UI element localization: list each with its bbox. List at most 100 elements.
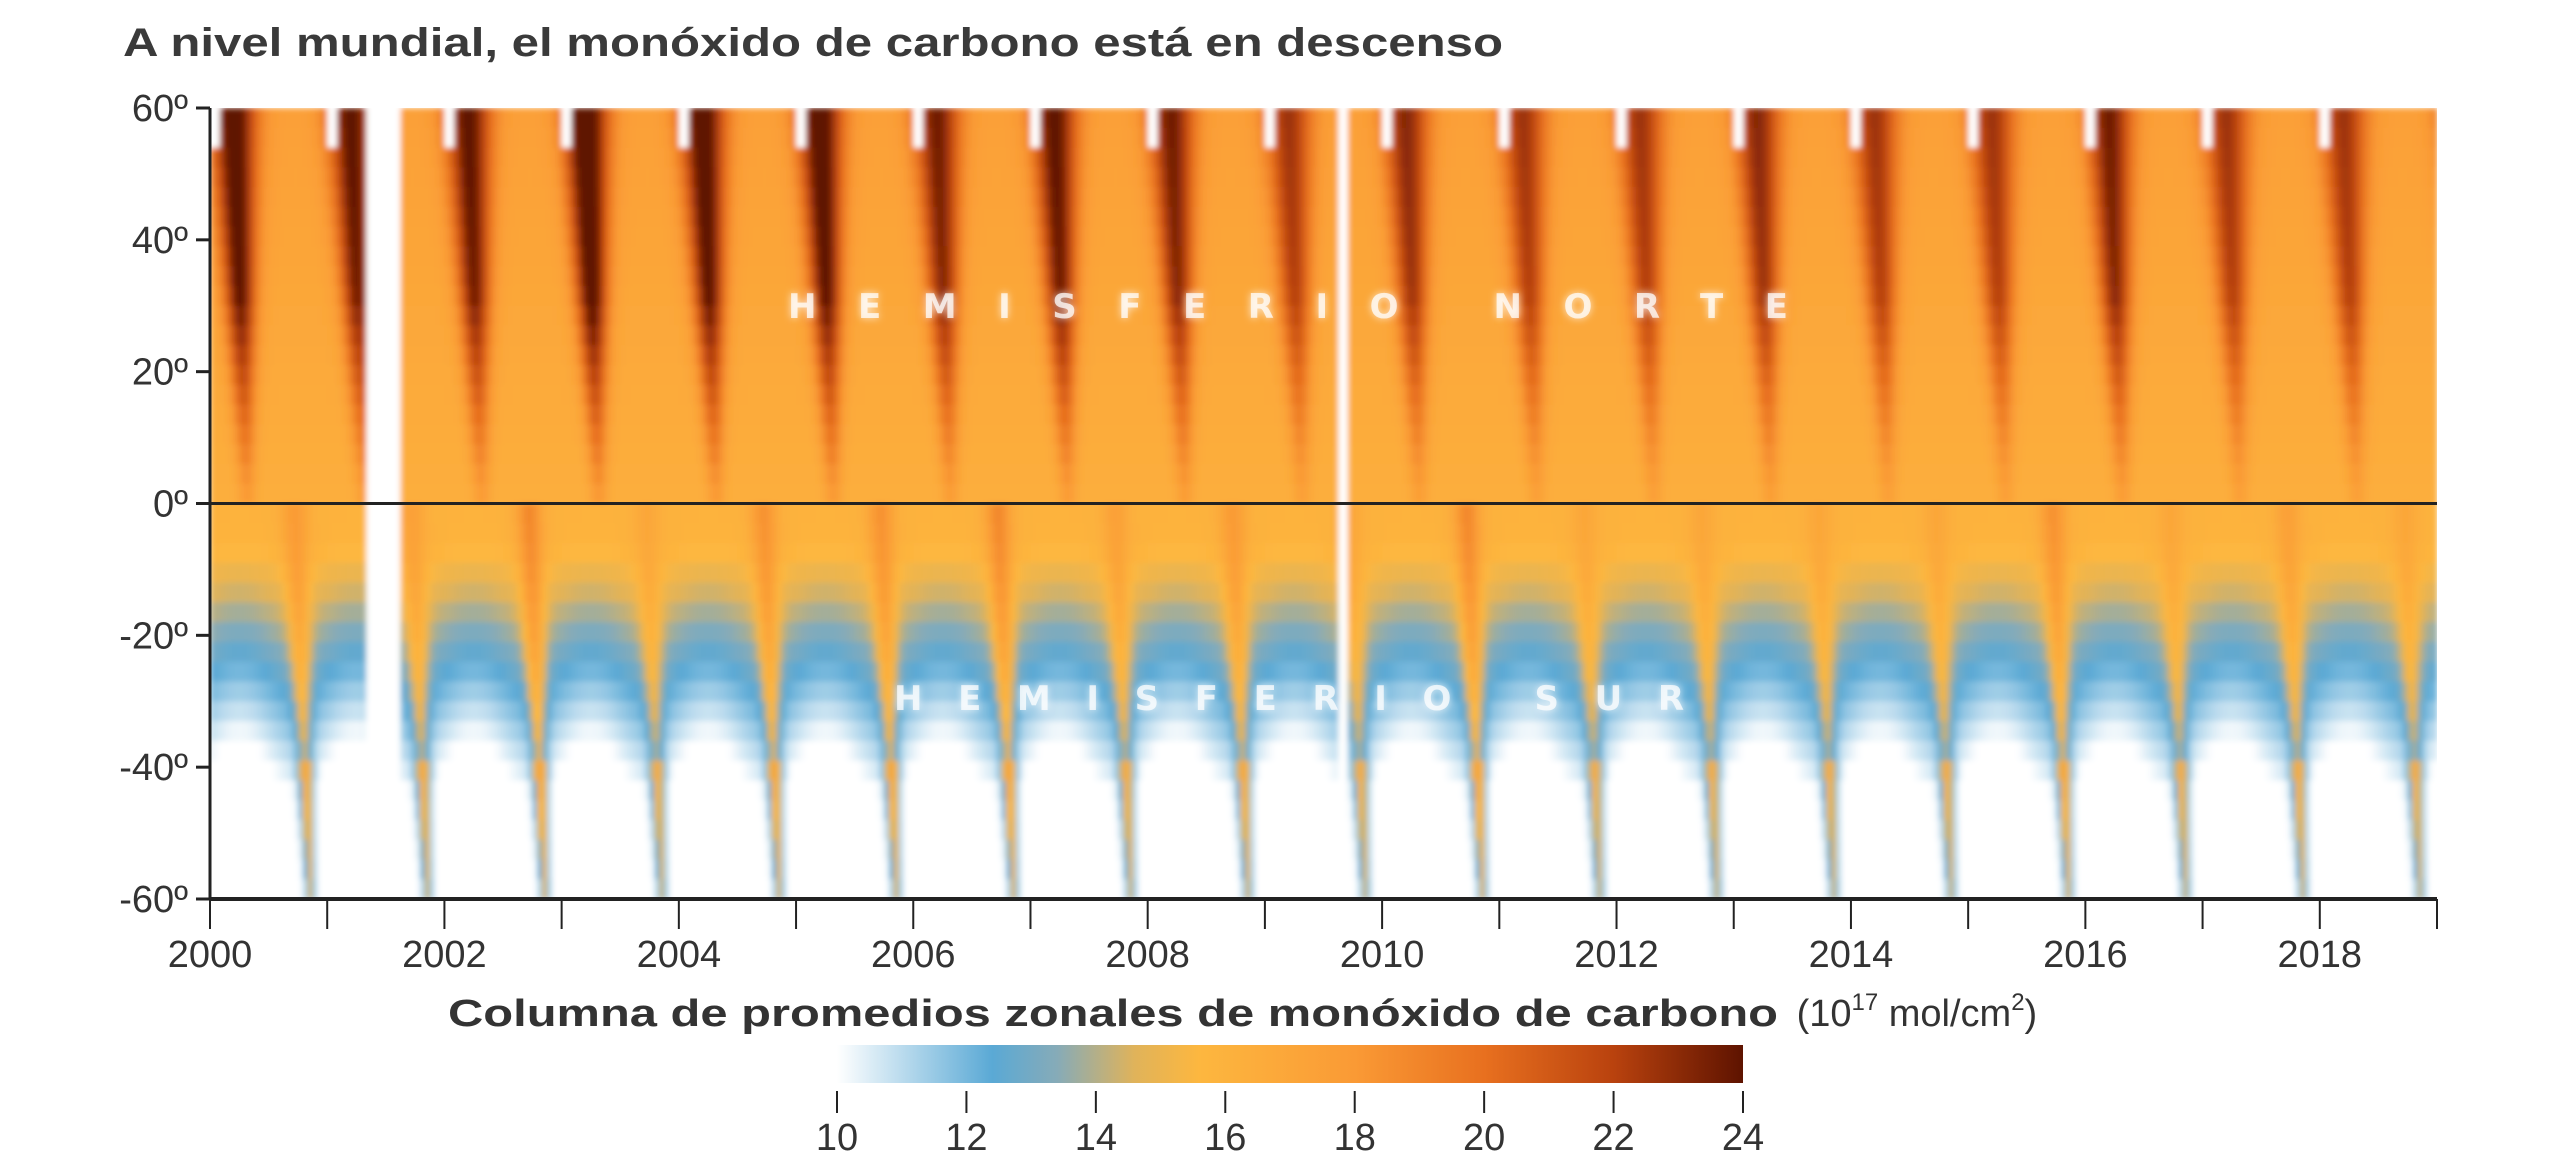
heatmap-cell: [385, 187, 392, 208]
heatmap-cell: [420, 582, 426, 603]
heatmap-cell: [634, 463, 641, 485]
heatmap-cell: [434, 305, 441, 327]
heatmap-cell: [254, 463, 260, 485]
heatmap-cell: [356, 661, 362, 683]
heatmap-cell: [786, 602, 792, 623]
heatmap-cell: [410, 780, 416, 801]
heatmap-cell: [664, 206, 670, 228]
heatmap-cell: [380, 167, 387, 188]
heatmap-cell: [449, 127, 455, 149]
heatmap-cell: [566, 365, 572, 386]
heatmap-cell: [556, 246, 563, 267]
heatmap-cell: [732, 187, 739, 208]
heatmap-cell: [224, 305, 231, 327]
heatmap-cell: [239, 543, 245, 564]
heatmap-cell: [273, 463, 279, 485]
heatmap-cell: [297, 582, 304, 603]
heatmap-cell: [761, 226, 768, 247]
heatmap-cell: [527, 444, 533, 465]
heatmap-cell: [590, 562, 597, 584]
heatmap-cell: [659, 622, 665, 643]
heatmap-cell: [600, 641, 607, 663]
heatmap-cell: [429, 246, 436, 267]
heatmap-cell: [800, 345, 807, 366]
heatmap-cell: [424, 286, 431, 307]
heatmap-cell: [752, 325, 758, 346]
heatmap-cell: [273, 325, 279, 346]
heatmap-cell: [288, 384, 294, 406]
heatmap-cell: [356, 424, 362, 445]
heatmap-cell: [415, 404, 421, 425]
heatmap-cell: [605, 701, 612, 722]
heatmap-cell: [293, 444, 299, 465]
heatmap-cell: [258, 661, 265, 683]
heatmap-cell: [761, 266, 768, 287]
heatmap-cell: [664, 721, 670, 742]
heatmap-cell: [761, 760, 768, 781]
heatmap-cell: [688, 800, 695, 821]
heatmap-cell: [420, 641, 426, 663]
heatmap-cell: [732, 523, 739, 544]
heatmap-cell: [229, 305, 235, 327]
heatmap-cell: [400, 681, 406, 702]
heatmap-cell: [473, 780, 480, 801]
heatmap-cell: [507, 424, 514, 445]
heatmap-cell: [639, 839, 646, 861]
heatmap-cell: [263, 582, 270, 603]
heatmap-cell: [322, 226, 328, 247]
heatmap-cell: [210, 800, 216, 821]
heatmap-cell: [512, 266, 519, 287]
heatmap-cell: [390, 839, 397, 861]
heatmap-cell: [727, 463, 734, 485]
heatmap-cell: [669, 325, 675, 346]
heatmap-cell: [337, 562, 343, 584]
heatmap-cell: [659, 523, 665, 544]
heatmap-cell: [351, 721, 358, 742]
heatmap-cell: [551, 365, 558, 386]
heatmap-cell: [322, 483, 328, 505]
heatmap-cell: [522, 641, 529, 663]
heatmap-cell: [503, 543, 509, 564]
heatmap-cell: [488, 345, 494, 366]
heatmap-cell: [532, 266, 538, 287]
heatmap-cell: [659, 879, 665, 899]
heatmap-cell: [337, 523, 343, 544]
heatmap-cell: [532, 365, 538, 386]
heatmap-cell: [239, 859, 245, 880]
heatmap-cell: [556, 325, 563, 346]
heatmap-cell: [576, 879, 582, 899]
heatmap-cell: [273, 167, 279, 188]
heatmap-cell: [600, 147, 607, 168]
heatmap-cell: [537, 740, 543, 762]
heatmap-cell: [757, 740, 763, 762]
heatmap-cell: [551, 839, 558, 861]
heatmap-cell: [244, 187, 250, 208]
heatmap-cell: [483, 286, 489, 307]
heatmap-cell: [810, 681, 817, 702]
heatmap-cell: [258, 582, 265, 603]
heatmap-cell: [371, 701, 377, 722]
heatmap-cell: [527, 384, 533, 406]
heatmap-cell: [214, 602, 221, 623]
heatmap-cell: [571, 167, 577, 188]
heatmap-cell: [722, 681, 729, 702]
heatmap-cell: [547, 187, 553, 208]
heatmap-cell: [434, 819, 441, 841]
heatmap-cell: [503, 108, 509, 129]
heatmap-cell: [346, 701, 353, 722]
heatmap-cell: [249, 800, 255, 821]
heatmap-cell: [224, 780, 231, 801]
heatmap-cell: [361, 543, 367, 564]
heatmap-cell: [376, 661, 382, 683]
heatmap-cell: [254, 661, 260, 683]
heatmap-cell: [258, 879, 265, 899]
heatmap-cell: [722, 226, 729, 247]
heatmap-cell: [703, 562, 709, 584]
heatmap-cell: [610, 839, 616, 861]
heatmap-cell: [366, 839, 372, 861]
heatmap-cell: [254, 819, 260, 841]
heatmap-cell: [532, 701, 538, 722]
heatmap-cell: [669, 206, 675, 228]
heatmap-cell: [258, 740, 265, 762]
heatmap-cell: [796, 305, 802, 327]
